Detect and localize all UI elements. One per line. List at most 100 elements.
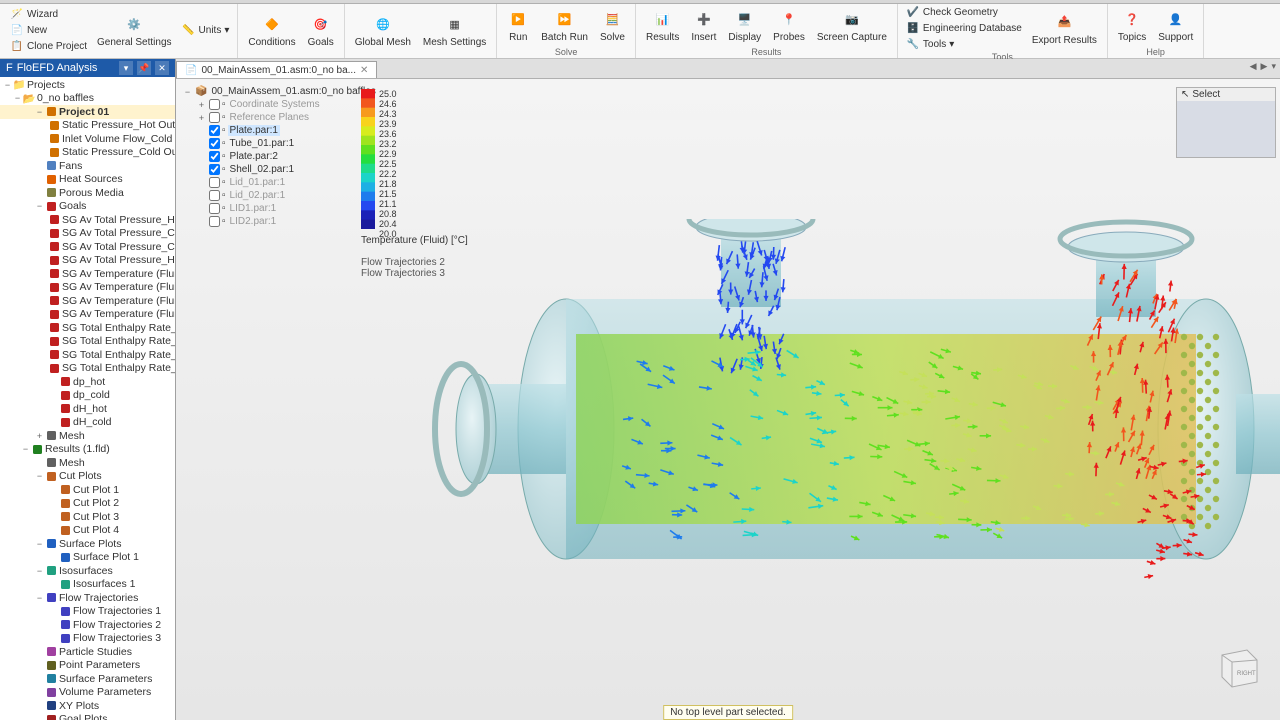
tree-item[interactable]: −Project 01 bbox=[0, 105, 175, 119]
tree-item[interactable]: −Results (1.fld) bbox=[0, 443, 175, 457]
model-tree-item[interactable]: ▫LID2.par:1 bbox=[182, 215, 378, 228]
tree-item[interactable]: −Cut Plots bbox=[0, 470, 175, 484]
visibility-checkbox[interactable] bbox=[209, 125, 220, 136]
tree-item[interactable]: SG Total Enthalpy Rate_Hot bbox=[0, 321, 175, 335]
tree-item[interactable]: Surface Parameters bbox=[0, 672, 175, 686]
tree-item[interactable]: SG Total Enthalpy Rate_Cold bbox=[0, 348, 175, 362]
panel-close[interactable]: ✕ bbox=[155, 61, 169, 75]
visibility-checkbox[interactable] bbox=[209, 190, 220, 201]
wizard-button[interactable]: 🪄Wizard bbox=[8, 7, 89, 23]
model-tree-item[interactable]: ▫Shell_02.par:1 bbox=[182, 163, 378, 176]
visibility-checkbox[interactable] bbox=[209, 177, 220, 188]
display-button[interactable]: 🖥️Display bbox=[724, 6, 765, 45]
model-tree-item[interactable]: ▫LID1.par:1 bbox=[182, 202, 378, 215]
view-cube[interactable]: RIGHT bbox=[1212, 640, 1262, 690]
tree-item[interactable]: Cut Plot 2 bbox=[0, 497, 175, 511]
tree-item[interactable]: dH_cold bbox=[0, 416, 175, 430]
tree-item[interactable]: SG Av Temperature (Fluid)_H bbox=[0, 294, 175, 308]
model-tree-item[interactable]: ▫Tube_01.par:1 bbox=[182, 137, 378, 150]
tree-scenario[interactable]: −📂 0_no baffles bbox=[0, 92, 175, 106]
tree-item[interactable]: Flow Trajectories 2 bbox=[0, 618, 175, 632]
tab-nav[interactable]: ◀▶▾ bbox=[1250, 61, 1276, 72]
tree-item[interactable]: SG Av Total Pressure_Cold O bbox=[0, 227, 175, 241]
tree-item[interactable]: Cut Plot 3 bbox=[0, 510, 175, 524]
conditions-button[interactable]: 🔶Conditions bbox=[244, 11, 299, 50]
panel-dropdown[interactable]: ▾ bbox=[119, 61, 133, 75]
insert-button[interactable]: ➕Insert bbox=[687, 6, 720, 45]
model-tree[interactable]: −📦00_MainAssem_01.asm:0_no baffles +▫Coo… bbox=[182, 85, 378, 228]
tree-item[interactable]: Cut Plot 4 bbox=[0, 524, 175, 538]
eng-database-button[interactable]: 🗄️Engineering Database bbox=[904, 20, 1024, 36]
tree-item[interactable]: −Flow Trajectories bbox=[0, 591, 175, 605]
tree-item[interactable]: −Surface Plots bbox=[0, 537, 175, 551]
visibility-checkbox[interactable] bbox=[209, 99, 220, 110]
model-tree-item[interactable]: ▫Plate.par:1 bbox=[182, 124, 378, 137]
tree-item[interactable]: +Mesh bbox=[0, 429, 175, 443]
panel-pin[interactable]: 📌 bbox=[137, 61, 151, 75]
tree-item[interactable]: −Goals bbox=[0, 200, 175, 214]
close-icon[interactable]: ✕ bbox=[360, 65, 368, 76]
run-button[interactable]: ▶️Run bbox=[503, 6, 533, 45]
tree-item[interactable]: Porous Media bbox=[0, 186, 175, 200]
visibility-checkbox[interactable] bbox=[209, 151, 220, 162]
tree-projects-root[interactable]: −📁 Projects bbox=[0, 78, 175, 92]
tree-item[interactable]: Particle Studies bbox=[0, 645, 175, 659]
tree-item[interactable]: SG Av Temperature (Fluid)_H bbox=[0, 267, 175, 281]
tree-item[interactable]: dp_cold bbox=[0, 389, 175, 403]
viewport[interactable]: −📦00_MainAssem_01.asm:0_no baffles +▫Coo… bbox=[176, 79, 1280, 720]
tree-item[interactable]: Volume Parameters bbox=[0, 686, 175, 700]
mesh-settings-button[interactable]: ▦Mesh Settings bbox=[419, 11, 490, 50]
tree-item[interactable]: Cut Plot 1 bbox=[0, 483, 175, 497]
tree-item[interactable]: SG Av Temperature (Fluid)_C bbox=[0, 281, 175, 295]
project-tree[interactable]: −📁 Projects −📂 0_no baffles −Project 01S… bbox=[0, 77, 175, 720]
tree-item[interactable]: SG Total Enthalpy Rate_Hot bbox=[0, 362, 175, 376]
tree-item[interactable]: −Isosurfaces bbox=[0, 564, 175, 578]
model-tree-item[interactable]: +▫Reference Planes bbox=[182, 111, 378, 124]
clone-button[interactable]: 📋Clone Project bbox=[8, 39, 89, 55]
tree-item[interactable]: Isosurfaces 1 bbox=[0, 578, 175, 592]
units-button[interactable]: 📏Units▾ bbox=[180, 23, 232, 39]
model-tree-item[interactable]: ▫Lid_02.par:1 bbox=[182, 189, 378, 202]
tree-item[interactable]: SG Total Enthalpy Rate_Cold bbox=[0, 335, 175, 349]
visibility-checkbox[interactable] bbox=[209, 138, 220, 149]
tree-item[interactable]: Goal Plots bbox=[0, 713, 175, 720]
probes-button[interactable]: 📍Probes bbox=[769, 6, 809, 45]
tools-button[interactable]: 🔧Tools▾ bbox=[904, 36, 1024, 52]
batch-run-button[interactable]: ⏩Batch Run bbox=[537, 6, 592, 45]
tree-item[interactable]: Flow Trajectories 1 bbox=[0, 605, 175, 619]
visibility-checkbox[interactable] bbox=[209, 203, 220, 214]
new-button[interactable]: 📄New bbox=[8, 23, 89, 39]
model-tree-item[interactable]: +▫Coordinate Systems bbox=[182, 98, 378, 111]
visibility-checkbox[interactable] bbox=[209, 216, 220, 227]
tree-item[interactable]: Mesh bbox=[0, 456, 175, 470]
tree-item[interactable]: SG Av Temperature (Fluid)_C bbox=[0, 308, 175, 322]
tree-item[interactable]: SG Av Total Pressure_Hot In bbox=[0, 213, 175, 227]
tree-item[interactable]: Point Parameters bbox=[0, 659, 175, 673]
tree-item[interactable]: dH_hot bbox=[0, 402, 175, 416]
tree-item[interactable]: SG Av Total Pressure_Hot O bbox=[0, 254, 175, 268]
tree-item[interactable]: Fans bbox=[0, 159, 175, 173]
tree-item[interactable]: Heat Sources bbox=[0, 173, 175, 187]
tree-item[interactable]: XY Plots bbox=[0, 699, 175, 713]
screen-capture-button[interactable]: 📷Screen Capture bbox=[813, 6, 891, 45]
model-tree-item[interactable]: ▫Plate.par:2 bbox=[182, 150, 378, 163]
doc-tab[interactable]: 📄 00_MainAssem_01.asm:0_no ba... ✕ bbox=[176, 61, 377, 78]
solve-button[interactable]: 🧮Solve bbox=[596, 6, 629, 45]
tree-item[interactable]: Inlet Volume Flow_Cold In bbox=[0, 132, 175, 146]
visibility-checkbox[interactable] bbox=[209, 112, 220, 123]
export-results-button[interactable]: 📤Export Results bbox=[1028, 9, 1101, 48]
tree-item[interactable]: Flow Trajectories 3 bbox=[0, 632, 175, 646]
tree-item[interactable]: dp_hot bbox=[0, 375, 175, 389]
tree-item[interactable]: Static Pressure_Hot Out bbox=[0, 119, 175, 133]
general-settings-button[interactable]: ⚙️General Settings bbox=[93, 11, 176, 50]
tree-item[interactable]: SG Av Total Pressure_Cold In bbox=[0, 240, 175, 254]
visibility-checkbox[interactable] bbox=[209, 164, 220, 175]
topics-button[interactable]: ❓Topics bbox=[1114, 6, 1150, 45]
tree-item[interactable]: Static Pressure_Cold Out bbox=[0, 146, 175, 160]
model-tree-item[interactable]: ▫Lid_01.par:1 bbox=[182, 176, 378, 189]
results-button[interactable]: 📊Results bbox=[642, 6, 683, 45]
goals-button[interactable]: 🎯Goals bbox=[304, 11, 338, 50]
tree-item[interactable]: Surface Plot 1 bbox=[0, 551, 175, 565]
global-mesh-button[interactable]: 🌐Global Mesh bbox=[351, 11, 415, 50]
check-geometry-button[interactable]: ✔️Check Geometry bbox=[904, 4, 1024, 20]
